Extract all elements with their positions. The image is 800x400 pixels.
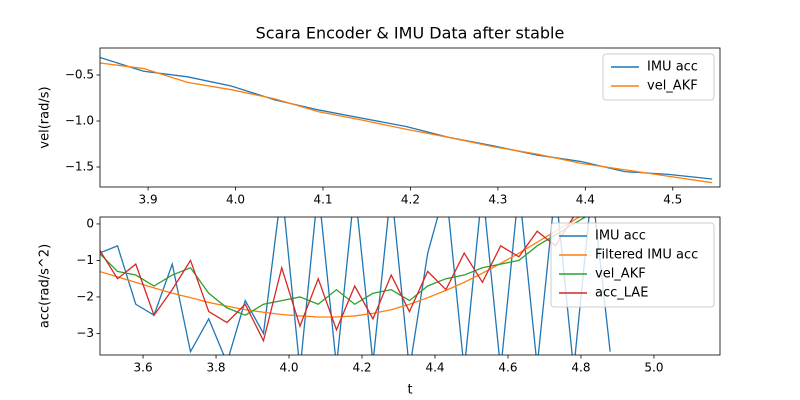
series-line xyxy=(100,217,581,318)
series-line xyxy=(100,217,587,316)
x-tick-label: 4.0 xyxy=(279,361,298,375)
y-tick-label: −3 xyxy=(76,326,94,340)
y-tick-label: −1.0 xyxy=(65,113,94,127)
y-tick-label: −1.5 xyxy=(65,160,94,174)
series-line xyxy=(100,217,576,343)
legend-label: IMU acc xyxy=(595,229,646,244)
x-tick-label: 3.9 xyxy=(139,193,158,207)
x-tick-label: 3.8 xyxy=(206,361,225,375)
legend-label: Filtered IMU acc xyxy=(595,248,698,263)
axes-frame xyxy=(99,47,721,188)
chart-title: Scara Encoder & IMU Data after stable xyxy=(256,24,565,43)
x-tick-label: 4.2 xyxy=(401,193,420,207)
y-tick-label: −2 xyxy=(76,289,94,303)
x-tick-label: 4.6 xyxy=(498,361,517,375)
x-tick-label: 3.6 xyxy=(134,361,153,375)
x-tick-label: 4.0 xyxy=(226,193,245,207)
legend-label: IMU acc xyxy=(647,60,698,75)
plot-area xyxy=(100,217,611,355)
x-tick-label: 4.4 xyxy=(576,193,595,207)
y-tick-label: 0 xyxy=(86,216,94,230)
x-tick-label: 4.1 xyxy=(313,193,332,207)
x-tick-label: 4.8 xyxy=(571,361,590,375)
x-tick-label: 4.5 xyxy=(663,193,682,207)
y-tick-label: −0.5 xyxy=(65,67,94,81)
x-tick-label: 4.2 xyxy=(352,361,371,375)
x-axis-label: t xyxy=(407,383,412,398)
x-tick-label: 5.0 xyxy=(644,361,663,375)
x-tick-label: 4.4 xyxy=(425,361,444,375)
plot-area xyxy=(100,56,713,184)
legend-box xyxy=(602,53,715,101)
series-line xyxy=(100,217,611,355)
legend-label: vel_AKF xyxy=(647,79,698,94)
x-tick-label: 4.3 xyxy=(488,193,507,207)
axes-frame xyxy=(99,216,721,356)
y-axis-label: acc(rad/s^2) xyxy=(38,244,53,328)
series-line xyxy=(100,62,713,184)
legend-label: vel_AKF xyxy=(595,267,646,282)
y-tick-label: −1 xyxy=(76,253,94,267)
legend-label: acc_LAE xyxy=(595,286,648,301)
y-axis-label: vel(rad/s) xyxy=(38,86,53,148)
legend-box xyxy=(550,222,715,308)
